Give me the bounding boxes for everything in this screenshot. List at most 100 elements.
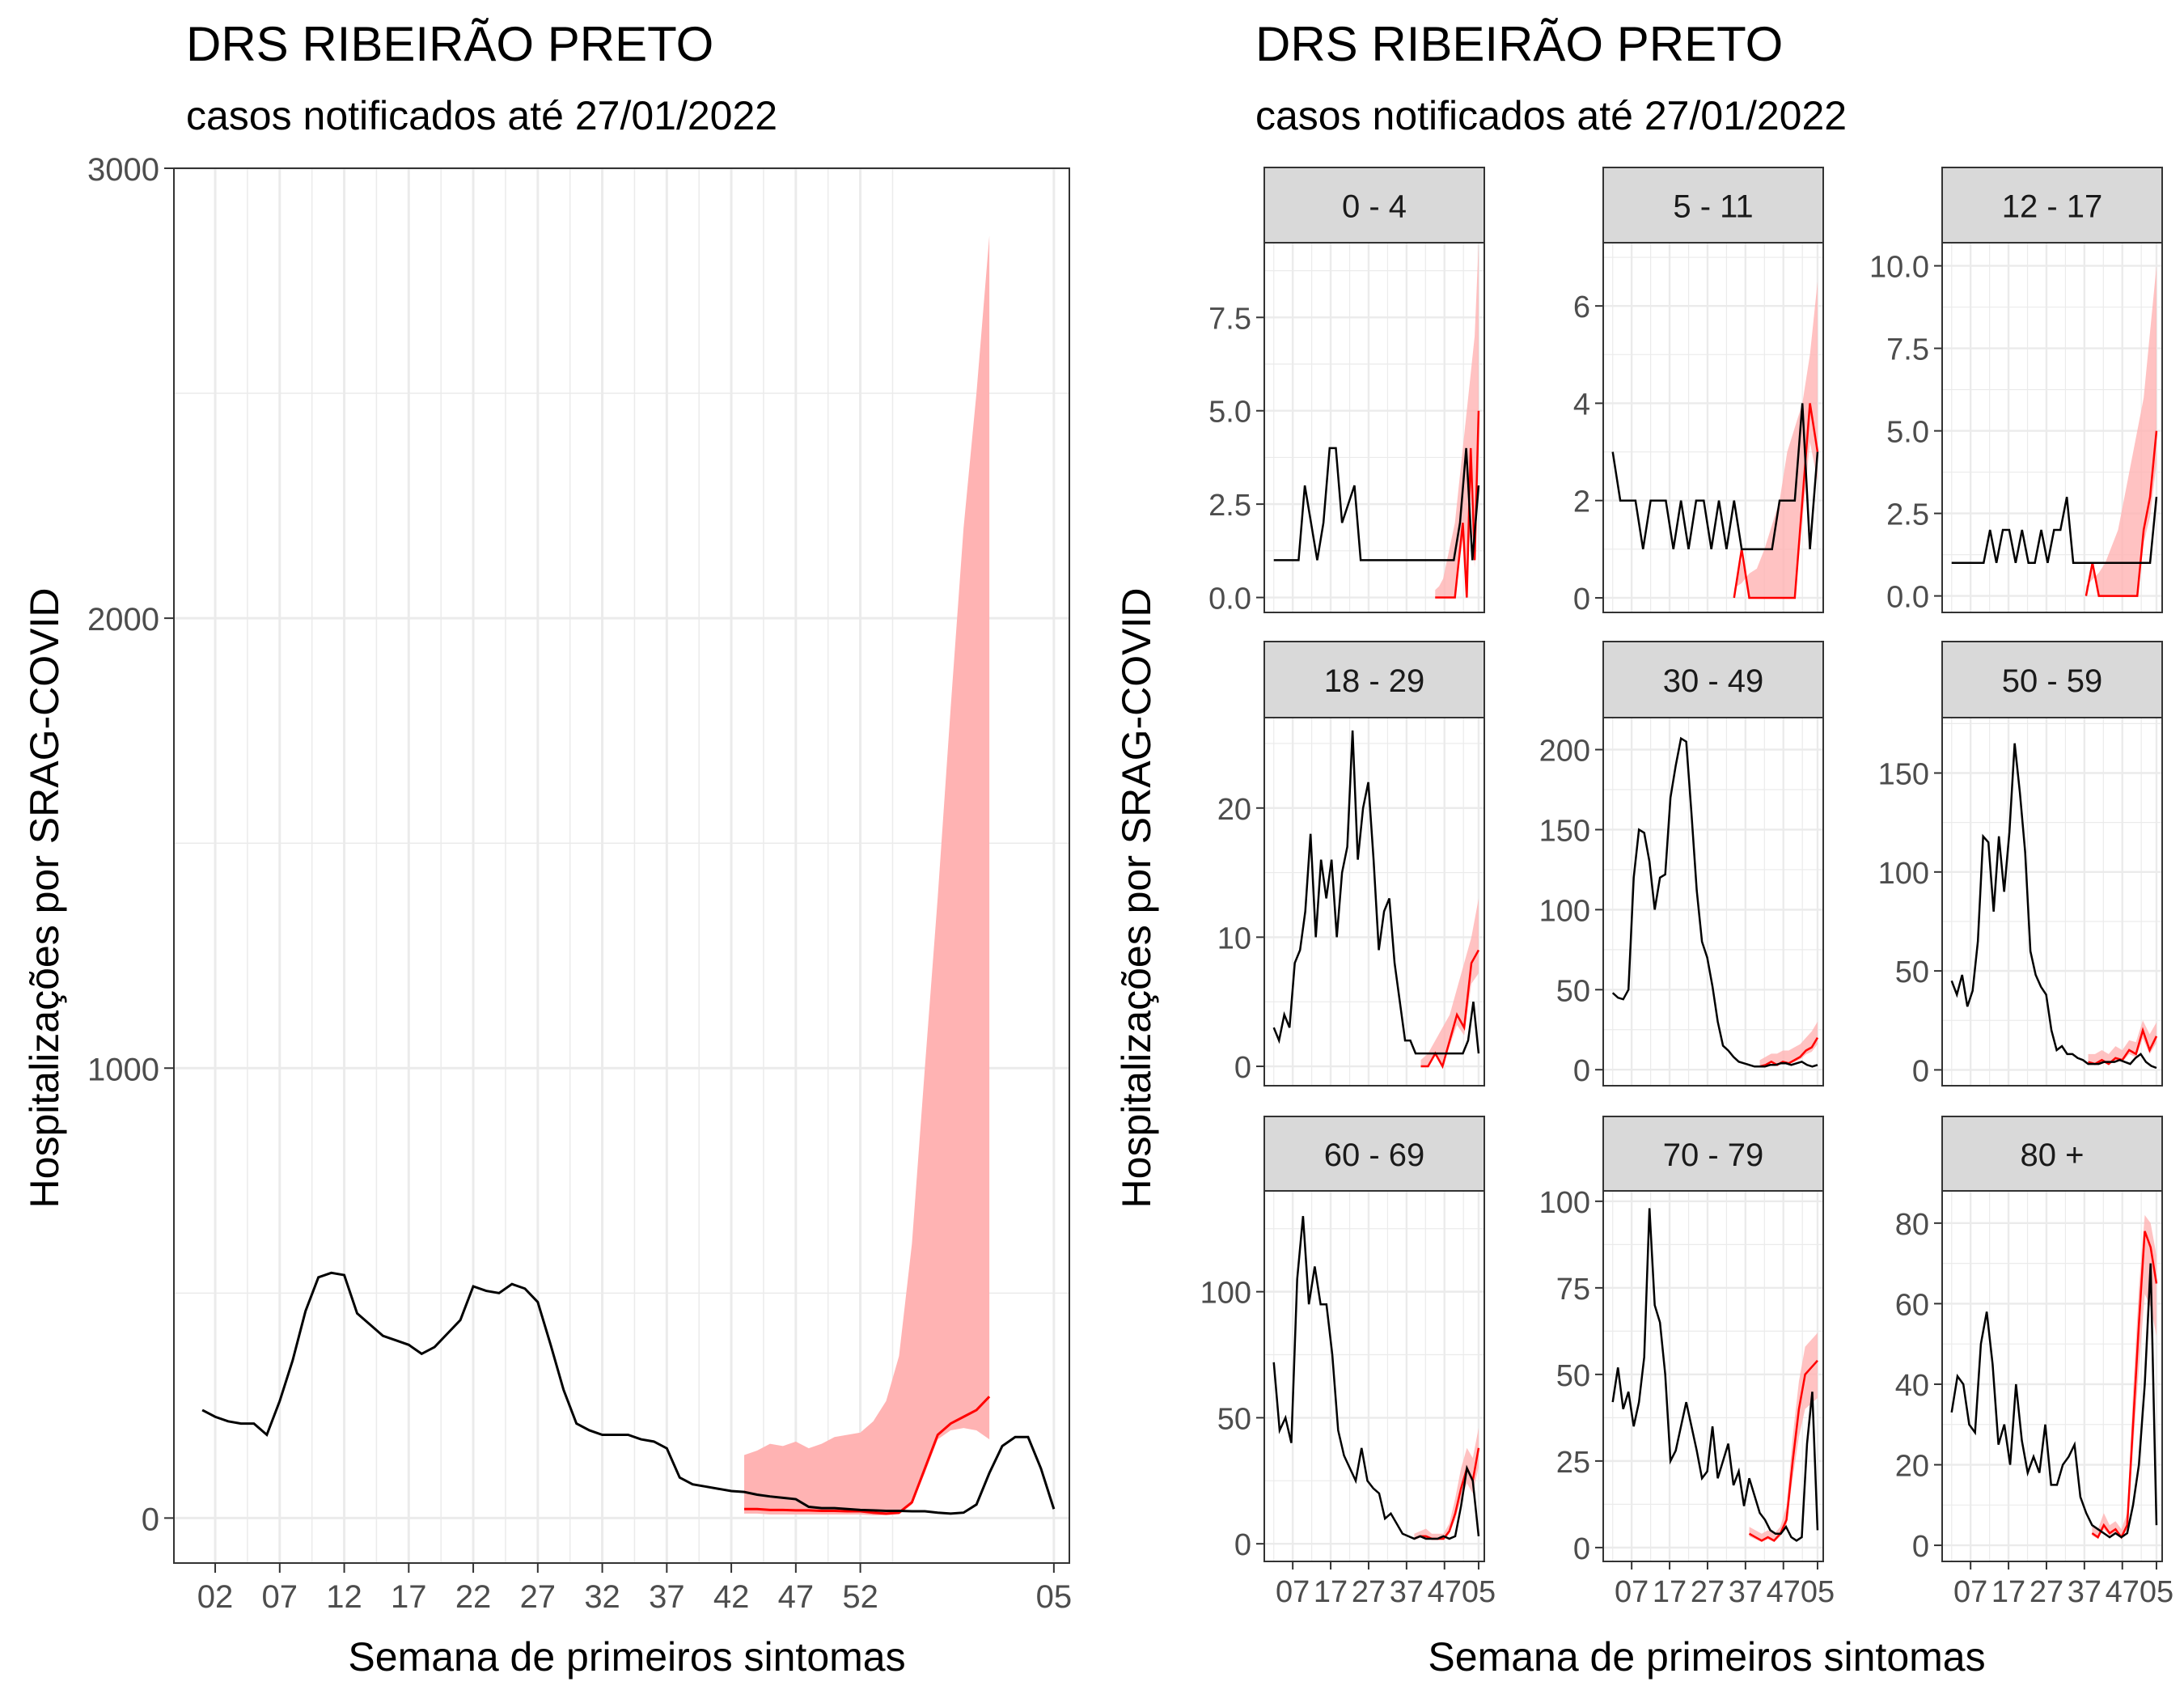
estimate-series-line	[1748, 1359, 1818, 1542]
y-tick-label: 2000	[87, 602, 159, 638]
facet-strip	[1602, 641, 1824, 718]
observed-series-line	[1950, 1263, 2158, 1539]
x-tick-label: 37	[1729, 1575, 1763, 1609]
y-tick-label: 3000	[87, 152, 159, 188]
y-tick-label: 150	[1539, 814, 1590, 848]
facet-strip	[1263, 641, 1485, 718]
x-tick-label: 17	[391, 1579, 427, 1615]
facet-panel: 12 - 17 0.0 2.5 5.0 7.5 10.0	[1869, 167, 2163, 615]
x-tick-label: 17	[1991, 1575, 2025, 1609]
x-tick-label: 12	[326, 1579, 362, 1615]
facet-strip-label: 18 - 29	[1324, 663, 1425, 699]
x-tick-label: 27	[1352, 1575, 1386, 1609]
facet-strip-label: 50 - 59	[2002, 663, 2103, 699]
y-tick-label: 0	[142, 1502, 159, 1537]
x-tick-label: 37	[649, 1579, 685, 1615]
facet-strip	[1602, 167, 1824, 244]
y-tick-label: 150	[1878, 757, 1929, 791]
facet-strip-label: 60 - 69	[1324, 1137, 1425, 1173]
prediction-band	[1733, 282, 1818, 598]
left-ylabel: Hospitalizações por SRAG-COVID	[22, 588, 67, 1209]
y-tick-label: 75	[1556, 1273, 1590, 1307]
estimate-series-line	[1420, 949, 1480, 1070]
x-tick-label: 05	[1801, 1575, 1835, 1609]
prediction-band	[1435, 243, 1479, 598]
plot-border	[173, 167, 1070, 1564]
x-tick-label: 27	[520, 1579, 557, 1615]
prediction-band	[1749, 1332, 1818, 1543]
y-tick-label: 60	[1895, 1288, 1929, 1322]
estimate-series-line	[1733, 403, 1819, 599]
facet-panel: 70 - 79 0 25 50 75 100 07 17 27 37 47 05	[1539, 1116, 1835, 1609]
facet-border	[1602, 717, 1824, 1087]
y-tick-label: 2.5	[1208, 489, 1251, 523]
y-tick-label: 25	[1556, 1446, 1590, 1480]
facet-strip	[1263, 167, 1485, 244]
x-tick-label: 02	[197, 1579, 234, 1615]
y-tick-label: 0	[1912, 1530, 1929, 1564]
facet-strip-label: 5 - 11	[1673, 189, 1753, 225]
facet-border	[1941, 1190, 2163, 1562]
observed-series-line	[1611, 1208, 1819, 1542]
y-tick-label: 2.5	[1886, 498, 1929, 532]
facet-strip-label: 80 +	[2021, 1137, 2085, 1173]
observed-series-line	[1272, 730, 1480, 1055]
y-tick-label: 0	[1234, 1051, 1251, 1085]
x-tick-label: 22	[455, 1579, 492, 1615]
facet-grid: 0 - 4 0.0 2.5 5.0 7.5 5 - 11 0 2 4 6 12 - 17 0.0 2.5…	[1200, 167, 2173, 1609]
x-tick-label: 07	[1615, 1575, 1649, 1609]
facet-panel: 5 - 11 0 2 4 6	[1573, 167, 1824, 616]
facet-border	[1263, 1190, 1485, 1562]
facet-panel: 30 - 49 0 50 100 150 200	[1539, 641, 1824, 1088]
y-tick-label: 5.0	[1886, 416, 1929, 450]
left-subtitle: casos notificados até 27/01/2022	[186, 93, 777, 138]
y-tick-label: 50	[1217, 1402, 1251, 1436]
y-tick-label: 100	[1200, 1277, 1251, 1311]
x-tick-label: 47	[1428, 1575, 1462, 1609]
x-tick-label: 47	[778, 1579, 815, 1615]
facet-panel: 50 - 59 0 50 100 150	[1878, 641, 2163, 1088]
facet-strip-label: 30 - 49	[1663, 663, 1764, 699]
prediction-band	[1414, 1427, 1479, 1540]
y-tick-label: 2	[1573, 485, 1590, 519]
x-tick-label: 42	[713, 1579, 750, 1615]
y-tick-label: 0	[1234, 1528, 1251, 1562]
facet-border	[1941, 242, 2163, 613]
facet-border	[1263, 717, 1485, 1087]
estimate-series-line	[2091, 1231, 2158, 1540]
observed-series-line	[1272, 1216, 1480, 1540]
facet-border	[1263, 242, 1485, 613]
x-tick-label: 05	[2140, 1575, 2173, 1609]
facet-strip-label: 70 - 79	[1663, 1137, 1764, 1173]
y-tick-label: 10	[1217, 921, 1251, 955]
y-tick-label: 0	[1573, 1532, 1590, 1566]
x-tick-label: 17	[1653, 1575, 1687, 1609]
y-tick-label: 0	[1573, 582, 1590, 616]
y-tick-label: 0.0	[1886, 581, 1929, 615]
x-tick-label: 37	[1390, 1575, 1424, 1609]
facet-background	[1603, 718, 1823, 1086]
y-tick-label: 7.5	[1886, 333, 1929, 367]
prediction-band	[2085, 265, 2156, 596]
left-plot-panel: 0 1000 2000 3000 02 07 12 17 22 27 32 37 42 47 52 05	[87, 152, 1072, 1615]
right-xlabel: Semana de primeiros sintomas	[1428, 1634, 1985, 1680]
facet-strip	[1941, 1116, 2163, 1192]
y-tick-label: 100	[1539, 894, 1590, 928]
y-tick-label: 100	[1539, 1186, 1590, 1220]
observed-series-line	[1611, 736, 1818, 1068]
observed-series-line	[201, 1271, 1056, 1515]
x-tick-label: 37	[2068, 1575, 2101, 1609]
y-tick-label: 6	[1573, 290, 1590, 324]
prediction-band	[744, 235, 990, 1516]
prediction-band	[1759, 1021, 1818, 1068]
facet-background	[1264, 1191, 1484, 1561]
facet-panel: 80 + 0 20 40 60 80 07 17 27 37 47 05	[1895, 1116, 2173, 1609]
y-tick-label: 7.5	[1208, 302, 1251, 336]
y-tick-label: 0	[1573, 1054, 1590, 1088]
y-tick-label: 10.0	[1869, 251, 1929, 285]
facet-strip	[1941, 641, 2163, 718]
estimate-series-line	[744, 1396, 991, 1515]
facet-border	[1941, 717, 2163, 1087]
x-tick-label: 47	[1767, 1575, 1801, 1609]
